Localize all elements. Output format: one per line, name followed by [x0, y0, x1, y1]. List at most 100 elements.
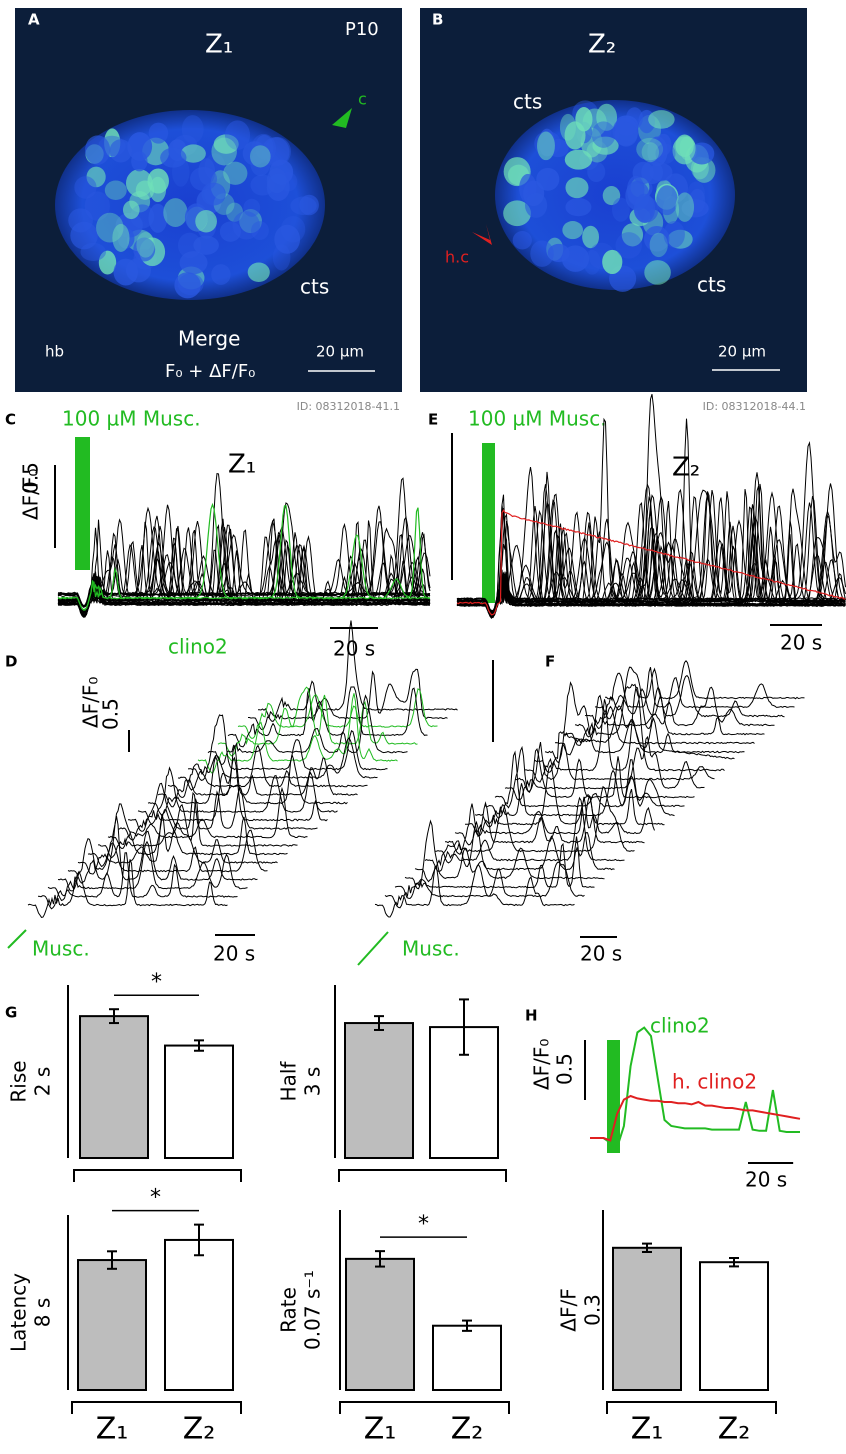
- scale-label: 8 s: [31, 1298, 55, 1328]
- trace: [495, 748, 695, 808]
- cell: [565, 177, 588, 198]
- cell: [537, 131, 555, 160]
- scale-label: 3 s: [301, 1067, 325, 1097]
- image-id: ID: 08312018-41.1: [297, 400, 400, 413]
- trace: [158, 745, 358, 806]
- category-label: Z₂: [183, 1412, 216, 1447]
- cell: [536, 168, 559, 191]
- scale-label: 0.5: [99, 698, 123, 730]
- bar: [345, 1023, 413, 1158]
- cell: [211, 138, 237, 166]
- cell: [136, 180, 155, 199]
- merge: Merge: [178, 327, 240, 351]
- trace: [38, 853, 238, 909]
- cell: [644, 260, 671, 285]
- cell: [123, 201, 140, 220]
- cell: [615, 122, 638, 146]
- cell: [68, 208, 93, 232]
- cell: [642, 142, 659, 162]
- cell: [680, 136, 696, 160]
- stimulus: 100 µM Musc.: [62, 407, 201, 431]
- trace: [565, 667, 765, 745]
- area: hb: [45, 343, 64, 361]
- cell: [513, 231, 532, 249]
- cell: [656, 185, 678, 215]
- region: cts: [697, 273, 726, 297]
- arrow-label: h.c: [445, 248, 469, 267]
- stimulus: 100 µM Musc.: [468, 407, 607, 431]
- category-bracket: [74, 1170, 241, 1182]
- cell: [562, 221, 583, 239]
- highlight-label: clino2: [168, 635, 228, 659]
- chart-label: Latency: [7, 1273, 31, 1352]
- scale-label: 20 µm: [316, 343, 364, 361]
- figure: A Z₁ P10 c cts Merge F₀ + ΔF/F₀ hb 20 µm ID: 0831…: [0, 0, 846, 1454]
- panel-letter: F: [545, 653, 555, 671]
- scale-label: 20 s: [745, 1168, 787, 1192]
- cell: [664, 221, 685, 248]
- panel-letter: H: [525, 1007, 538, 1025]
- cell: [198, 158, 215, 185]
- category-label: Z₂: [451, 1412, 484, 1447]
- panel-letter: A: [28, 11, 40, 29]
- panel-letter: C: [5, 411, 16, 429]
- cell: [178, 233, 201, 259]
- cell: [525, 193, 547, 218]
- cell: [634, 194, 655, 223]
- bar: [165, 1240, 233, 1390]
- cell: [560, 114, 576, 141]
- panel-title: Z₂: [588, 30, 616, 60]
- y-label: ΔF/F₀: [530, 1039, 554, 1090]
- cell: [149, 123, 169, 144]
- stimulus: Musc.: [402, 937, 460, 961]
- panel-title: Z₂: [672, 453, 700, 483]
- cell: [562, 245, 589, 271]
- significance: *: [418, 1212, 429, 1237]
- cell: [105, 181, 127, 200]
- trace: [28, 859, 228, 917]
- panel-letter: E: [428, 411, 438, 429]
- cell: [220, 221, 241, 241]
- cell: [131, 151, 147, 171]
- formula: F₀ + ΔF/F₀: [165, 361, 255, 382]
- trace: [425, 798, 625, 871]
- chart-label: ΔF/F: [557, 1288, 581, 1331]
- panel-title: Z₁: [228, 450, 256, 480]
- scale-label: 20 s: [780, 631, 822, 655]
- cell: [267, 168, 287, 193]
- scale-label: 20 s: [213, 942, 255, 966]
- scale-label: 0.07 s⁻¹: [301, 1270, 325, 1350]
- significance: *: [150, 1186, 161, 1211]
- category-label: Z₁: [96, 1412, 129, 1447]
- trace: [605, 661, 805, 710]
- cell: [248, 263, 270, 282]
- cell: [565, 198, 591, 216]
- bar: [80, 1016, 148, 1158]
- scale-label: 2 s: [31, 1067, 55, 1097]
- arrow-label: c: [358, 90, 367, 109]
- category-bracket: [339, 1170, 506, 1182]
- cell: [195, 210, 217, 233]
- bar: [433, 1326, 501, 1390]
- bar: [613, 1248, 681, 1390]
- cell: [114, 259, 139, 286]
- cell: [85, 135, 110, 165]
- panel-letter: D: [5, 653, 17, 671]
- scale-label: 20 s: [580, 942, 622, 966]
- category-label: Z₁: [364, 1412, 397, 1447]
- trace: [248, 669, 448, 730]
- cell: [160, 148, 186, 168]
- panel-letter: B: [432, 11, 443, 29]
- cell: [592, 121, 616, 147]
- stage: P10: [345, 19, 379, 40]
- chart-label: Half: [277, 1061, 301, 1102]
- cell: [274, 225, 300, 254]
- legend-label: clino2: [650, 1014, 710, 1038]
- bar: [78, 1260, 146, 1390]
- cell: [174, 272, 200, 298]
- trace: [58, 508, 430, 605]
- chart-label: Rate: [277, 1287, 301, 1333]
- legend-label: h. clino2: [672, 1070, 757, 1094]
- cell: [211, 264, 230, 285]
- significance: *: [151, 970, 162, 995]
